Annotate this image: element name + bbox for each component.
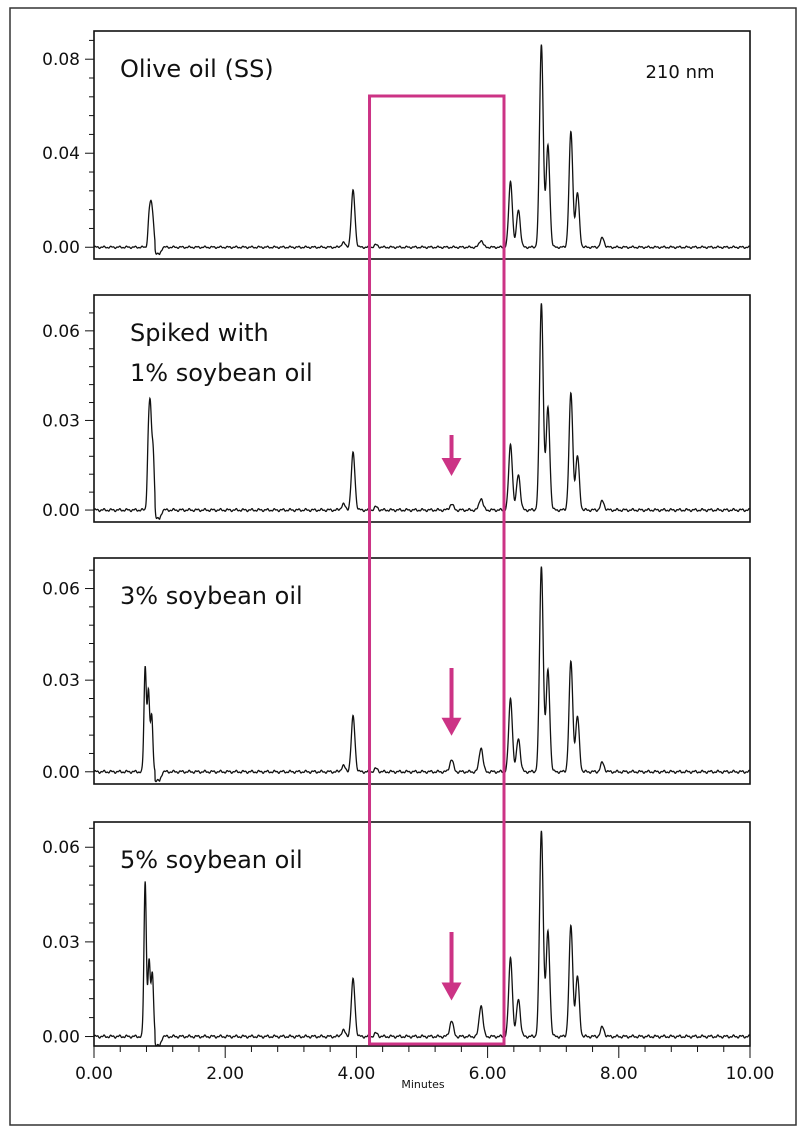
y-tick-label: 0.06: [42, 838, 80, 858]
chromatogram-trace: [93, 303, 751, 520]
panel-3: 0.00 0.03 0.06 3% soybean oil: [42, 557, 751, 785]
panel-title: 1% soybean oil: [130, 359, 313, 387]
highlight-window: [368, 94, 506, 1046]
y-tick-label: 0.03: [42, 671, 80, 691]
chromatogram-trace: [93, 44, 751, 256]
x-tick-label: 6.00: [469, 1064, 507, 1084]
y-tick-label: 0.06: [42, 580, 80, 600]
panel-2: 0.00 0.03 0.06 Spiked with 1% soybean oil: [42, 294, 751, 523]
panel-4: 0.00 0.03 0.06 5% soybean oil: [42, 821, 751, 1048]
y-tick-label: 0.00: [42, 1028, 80, 1048]
y-tick-label: 0.00: [42, 763, 80, 783]
panel-frame: [93, 30, 751, 260]
y-tick-label: 0.00: [42, 238, 80, 258]
panel-frame: [93, 294, 751, 523]
panel-title: 3% soybean oil: [120, 582, 303, 610]
arrow-head: [441, 982, 462, 1001]
y-tick-label: 0.08: [42, 50, 80, 70]
panel-title: Spiked with: [130, 319, 269, 347]
outer-frame: [9, 7, 797, 1126]
x-axis-title: Minutes: [401, 1078, 445, 1091]
panels-group: 0.00 0.04 0.08 Olive oil (SS) 0.00 0.03 0.06 Sp…: [42, 30, 751, 1048]
x-axis: 0.00 2.00 4.00 6.00 8.00 10.00: [75, 1046, 774, 1084]
y-tick-label: 0.03: [42, 411, 80, 431]
panel-frame: [93, 557, 751, 785]
chromatogram-trace: [93, 830, 751, 1047]
x-tick-label: 0.00: [75, 1064, 113, 1084]
x-tick-label: 2.00: [206, 1064, 244, 1084]
y-tick-label: 0.04: [42, 144, 80, 164]
chromatogram-trace: [93, 566, 751, 783]
wavelength-label: 210 nm: [645, 62, 714, 83]
panel-frame: [93, 821, 751, 1047]
x-tick-label: 8.00: [600, 1064, 638, 1084]
arrow-head: [441, 458, 462, 477]
panel-1: 0.00 0.04 0.08 Olive oil (SS): [42, 30, 751, 260]
x-tick-label: 4.00: [337, 1064, 375, 1084]
arrow-head: [441, 717, 462, 736]
y-tick-label: 0.03: [42, 933, 80, 953]
y-tick-label: 0.06: [42, 322, 80, 342]
y-tick-label: 0.00: [42, 501, 80, 521]
panel-title: Olive oil (SS): [120, 55, 274, 83]
x-tick-label: 10.00: [726, 1064, 775, 1084]
panel-title: 5% soybean oil: [120, 846, 303, 874]
